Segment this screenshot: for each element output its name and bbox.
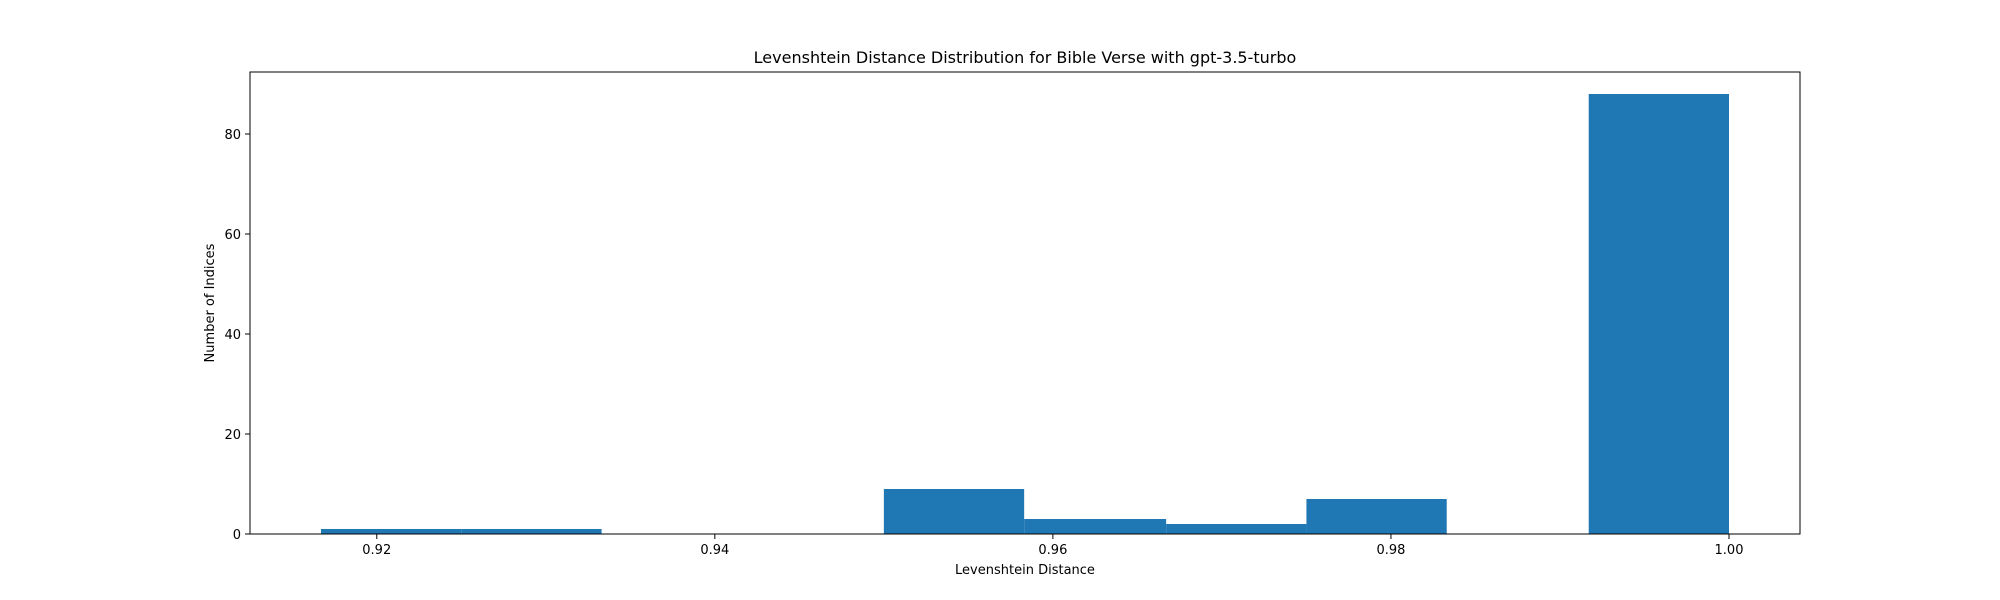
histogram-bar-0 xyxy=(320,529,462,534)
histogram-bar-4 xyxy=(883,489,1025,534)
bars-group xyxy=(320,94,1729,534)
y-tick-label: 40 xyxy=(224,328,241,343)
y-tick-label: 20 xyxy=(224,428,241,443)
chart-title: Levenshtein Distance Distribution for Bi… xyxy=(754,48,1297,67)
x-axis-title: Levenshtein Distance xyxy=(955,563,1095,578)
x-tick-label: 1.00 xyxy=(1715,543,1744,558)
histogram-bar-5 xyxy=(1024,519,1167,534)
x-tick-label: 0.94 xyxy=(700,543,729,558)
y-tick-label: 80 xyxy=(224,128,241,143)
x-tick-label: 0.96 xyxy=(1038,543,1067,558)
histogram-bar-7 xyxy=(1306,499,1447,534)
histogram-bar-9 xyxy=(1588,94,1729,534)
y-axis-ticks: 0 20 40 60 80 xyxy=(224,128,250,543)
plot-frame xyxy=(249,71,1801,535)
histogram-bar-6 xyxy=(1166,524,1307,534)
histogram-bar-1 xyxy=(461,529,602,534)
y-axis-title: Number of Indices xyxy=(203,243,218,362)
x-tick-label: 0.98 xyxy=(1376,543,1405,558)
y-tick-label: 60 xyxy=(224,228,241,243)
x-axis-ticks: 0.92 0.94 0.96 0.98 1.00 xyxy=(362,534,1743,558)
y-tick-label: 0 xyxy=(233,528,241,543)
x-tick-label: 0.92 xyxy=(362,543,391,558)
